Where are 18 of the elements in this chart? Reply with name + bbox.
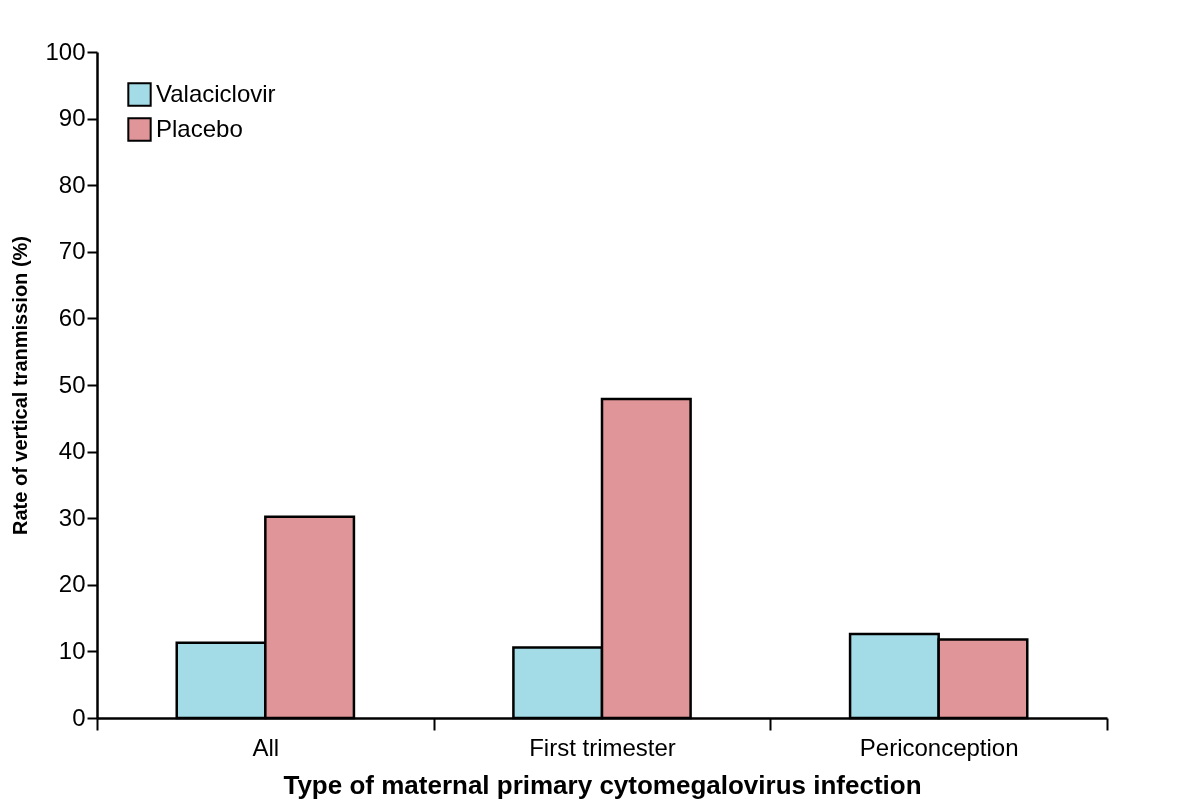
legend-label: Placebo	[156, 114, 243, 142]
legend-label: Valaciclovir	[156, 79, 276, 107]
y-tick-label: 60	[58, 303, 86, 331]
y-tick-label: 50	[58, 370, 86, 398]
y-tick-label: 40	[58, 437, 86, 465]
y-tick-label: 20	[58, 570, 86, 598]
y-tick-label: 70	[58, 237, 86, 265]
y-tick-label: 10	[58, 636, 86, 664]
y-tick-label: 100	[45, 37, 86, 65]
x-tick-label: All	[252, 733, 280, 761]
x-axis-title: Type of maternal primary cytomegalovirus infection	[283, 769, 922, 800]
y-tick-label: 80	[58, 170, 86, 198]
x-tick-label: Periconception	[859, 733, 1019, 761]
y-tick-label: 30	[58, 503, 86, 531]
y-tick-label: 0	[72, 703, 86, 731]
y-axis-title: Rate of vertical tranmission (%)	[9, 236, 32, 535]
y-tick-label: 90	[58, 104, 86, 132]
x-tick-label: First trimester	[529, 733, 676, 761]
